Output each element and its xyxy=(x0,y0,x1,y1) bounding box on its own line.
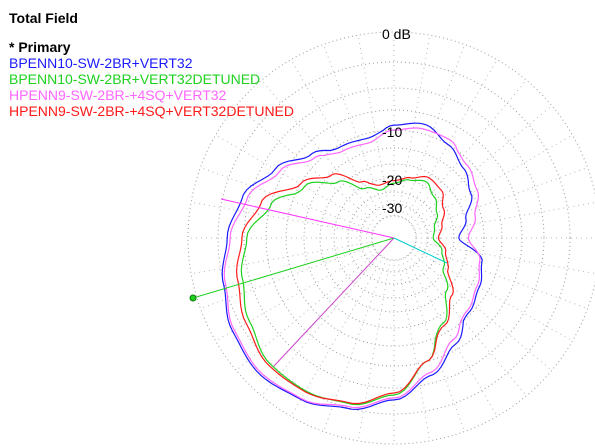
peak-marker xyxy=(189,294,197,302)
series-curve-0 xyxy=(221,122,483,411)
grid-spoke xyxy=(410,251,553,371)
grid-spoke xyxy=(412,134,573,228)
grid-spoke xyxy=(414,167,588,231)
legend-entry-green: BPENN10-SW-2BR+VERT32DETUNED xyxy=(9,71,261,87)
ring-labels: 0 dB -10 -20 -30 xyxy=(382,26,411,216)
grid-spoke xyxy=(357,259,391,441)
grid-spoke xyxy=(215,248,376,342)
legend-entry-blue: BPENN10-SW-2BR+VERT32 xyxy=(9,55,193,71)
primary-label: * Primary xyxy=(9,39,71,55)
ring-label: -20 xyxy=(382,172,402,188)
grid-ring xyxy=(243,87,545,389)
grid-ring xyxy=(303,147,485,329)
polar-grid xyxy=(187,31,595,445)
grid-spoke xyxy=(235,105,378,225)
grid-spoke xyxy=(404,256,498,417)
grid-spoke xyxy=(261,254,381,397)
grid-ring xyxy=(333,177,455,299)
grid-ring xyxy=(217,61,571,415)
grid-spoke xyxy=(235,251,378,371)
grid-spoke xyxy=(191,201,373,235)
grid-spoke xyxy=(401,258,465,432)
grid-spoke xyxy=(357,35,391,217)
grid-spoke xyxy=(415,241,595,274)
series-curve-3 xyxy=(235,173,454,405)
marker-line xyxy=(192,237,395,299)
chart-title: Total Field xyxy=(9,10,78,26)
grid-spoke xyxy=(323,44,387,218)
marker-line xyxy=(220,198,395,239)
grid-spoke xyxy=(412,248,573,342)
legend: Total Field * Primary BPENN10-SW-2BR+VER… xyxy=(9,10,294,119)
grid-spoke xyxy=(407,254,527,397)
ring-label: -30 xyxy=(382,200,402,216)
ring-label: 0 dB xyxy=(382,26,411,42)
grid-spoke xyxy=(410,105,553,225)
legend-entry-pink: HPENN9-SW-2BR-+4SQ+VERT32 xyxy=(9,87,227,103)
series-curve-1 xyxy=(240,179,449,406)
marker-line xyxy=(393,237,448,264)
grid-spoke xyxy=(215,134,376,228)
series-curve-2 xyxy=(223,127,481,409)
grid-spoke xyxy=(407,79,527,222)
series-group xyxy=(189,122,483,411)
grid-spoke xyxy=(404,59,498,220)
grid-spoke xyxy=(191,241,373,275)
grid-spoke xyxy=(290,59,384,220)
grid-ring xyxy=(347,191,441,285)
grid-spoke xyxy=(323,258,387,432)
marker-line xyxy=(273,237,395,367)
grid-spoke xyxy=(290,256,384,417)
grid-ring xyxy=(359,203,429,273)
ring-label: -10 xyxy=(382,124,402,140)
grid-spoke xyxy=(414,245,588,309)
legend-entry-red: HPENN9-SW-2BR-+4SQ+VERT32DETUNED xyxy=(9,103,295,119)
grid-spoke xyxy=(261,79,381,222)
grid-spoke xyxy=(397,35,431,217)
grid-spoke xyxy=(401,44,465,218)
grid-spoke xyxy=(200,167,374,231)
grid-spoke xyxy=(397,259,431,441)
grid-spoke xyxy=(415,202,595,235)
grid-spoke xyxy=(200,245,374,309)
